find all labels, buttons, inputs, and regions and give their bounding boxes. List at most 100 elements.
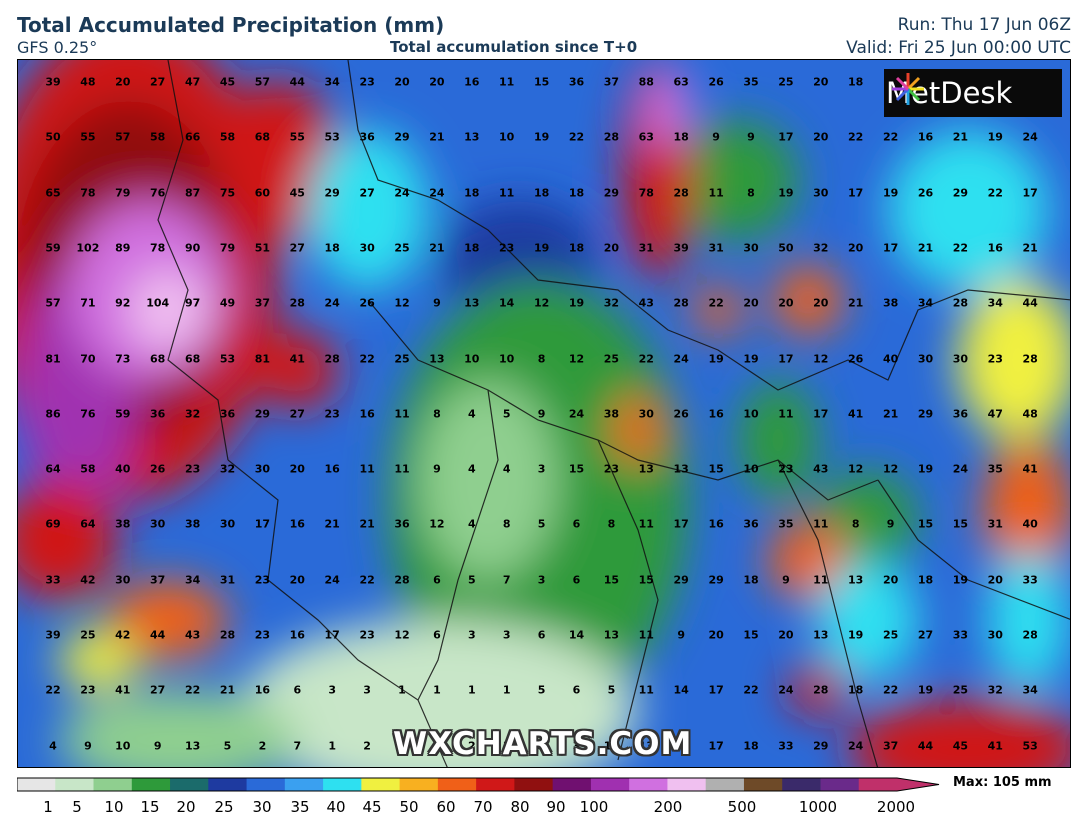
grid-value: 102 bbox=[76, 241, 100, 255]
grid-value: 4 bbox=[467, 517, 476, 531]
grid-value: 1 bbox=[467, 683, 476, 697]
grid-value: 32 bbox=[219, 462, 236, 476]
grid-value: 58 bbox=[80, 462, 96, 476]
grid-value: 4 bbox=[502, 462, 511, 476]
grid-value: 19 bbox=[778, 186, 794, 200]
grid-value: 13 bbox=[813, 628, 829, 642]
colorbar-segment bbox=[552, 778, 592, 791]
run-label: Run: Thu 17 Jun 06Z bbox=[897, 15, 1071, 35]
grid-value: 17 bbox=[1022, 186, 1038, 200]
grid-value: 30 bbox=[813, 186, 829, 200]
grid-value: 71 bbox=[80, 296, 96, 310]
grid-value: 18 bbox=[848, 683, 864, 697]
grid-value: 58 bbox=[150, 130, 166, 144]
grid-value: 33 bbox=[952, 628, 969, 642]
colorbar-segment bbox=[361, 778, 401, 791]
grid-value: 3 bbox=[363, 683, 371, 697]
grid-value: 28 bbox=[289, 296, 305, 310]
grid-value: 21 bbox=[882, 407, 899, 421]
grid-value: 16 bbox=[254, 683, 271, 697]
grid-value: 11 bbox=[394, 407, 410, 421]
precipitation-colorbar bbox=[17, 777, 940, 792]
grid-value: 44 bbox=[1022, 296, 1038, 310]
grid-value: 23 bbox=[254, 628, 271, 642]
grid-value: 10 bbox=[464, 352, 480, 365]
colorbar-segment bbox=[705, 778, 745, 791]
grid-value: 11 bbox=[813, 517, 829, 531]
grid-value: 16 bbox=[917, 130, 934, 144]
grid-value: 13 bbox=[464, 130, 480, 144]
precipitation-map[interactable]: 39 48 20 27 47 45 57 44 34 23 20 20 16 11 15 36 37 88 63 26… bbox=[17, 59, 1071, 768]
grid-value: 10 bbox=[499, 130, 515, 144]
grid-value: 18 bbox=[743, 739, 759, 753]
grid-value: 19 bbox=[917, 462, 934, 476]
grid-value: 6 bbox=[572, 683, 581, 697]
grid-value: 18 bbox=[673, 130, 689, 144]
grid-value: 19 bbox=[743, 352, 759, 365]
grid-value: 12 bbox=[533, 296, 550, 310]
max-value-label: Max: 105 mm bbox=[953, 775, 1052, 790]
grid-value: 20 bbox=[778, 296, 794, 310]
grid-value: 25 bbox=[394, 241, 410, 255]
metdesk-logo-icon bbox=[892, 73, 924, 105]
grid-value: 5 bbox=[502, 407, 511, 421]
grid-value: 30 bbox=[359, 241, 375, 255]
grid-value: 29 bbox=[708, 573, 724, 587]
grid-value: 32 bbox=[813, 241, 829, 255]
colorbar-segment bbox=[93, 778, 133, 791]
colorbar-tick-label: 60 bbox=[436, 798, 456, 816]
grid-value: 22 bbox=[882, 130, 899, 144]
grid-value: 9 bbox=[433, 296, 441, 310]
grid-value: 13 bbox=[638, 462, 654, 476]
grid-value: 16 bbox=[289, 628, 305, 642]
grid-value: 81 bbox=[45, 352, 61, 365]
grid-value: 19 bbox=[533, 241, 550, 255]
grid-value: 21 bbox=[219, 683, 236, 697]
grid-value: 18 bbox=[464, 186, 480, 200]
grid-value: 38 bbox=[882, 296, 899, 310]
grid-value: 11 bbox=[638, 517, 654, 531]
grid-value: 41 bbox=[848, 407, 864, 421]
grid-value: 86 bbox=[45, 407, 61, 421]
grid-value: 3 bbox=[502, 628, 511, 642]
grid-value: 69 bbox=[45, 517, 61, 531]
grid-value: 59 bbox=[45, 241, 61, 255]
grid-value: 27 bbox=[917, 628, 934, 642]
colorbar-segment bbox=[514, 778, 554, 791]
grid-value: 41 bbox=[987, 739, 1003, 753]
colorbar-segment bbox=[820, 778, 860, 791]
grid-value: 2 bbox=[363, 739, 371, 753]
colorbar-segment bbox=[246, 778, 286, 791]
colorbar-segment bbox=[629, 778, 668, 791]
grid-value: 68 bbox=[254, 130, 271, 144]
colorbar-tick-label: 2000 bbox=[876, 798, 916, 816]
grid-value: 47 bbox=[987, 407, 1003, 421]
grid-value: 39 bbox=[673, 241, 689, 255]
grid-value: 11 bbox=[499, 75, 515, 89]
grid-value: 25 bbox=[394, 352, 410, 365]
grid-value: 34 bbox=[1022, 683, 1038, 697]
grid-value: 29 bbox=[813, 739, 829, 753]
grid-value: 25 bbox=[603, 352, 620, 365]
grid-value: 36 bbox=[150, 407, 166, 421]
grid-value: 13 bbox=[603, 628, 620, 642]
grid-value: 39 bbox=[45, 75, 61, 89]
grid-value: 35 bbox=[743, 75, 759, 89]
grid-value: 18 bbox=[533, 186, 550, 200]
grid-value: 2 bbox=[258, 739, 267, 753]
grid-value: 6 bbox=[572, 573, 581, 587]
grid-value: 20 bbox=[603, 241, 620, 255]
colorbar-tick-label: 35 bbox=[290, 798, 310, 816]
grid-value: 3 bbox=[467, 628, 476, 642]
grid-value: 30 bbox=[254, 462, 271, 476]
grid-value: 21 bbox=[917, 241, 934, 255]
grid-value: 27 bbox=[150, 75, 166, 89]
grid-value: 50 bbox=[45, 130, 61, 144]
grid-value: 10 bbox=[499, 352, 515, 365]
colorbar-segment bbox=[858, 778, 898, 791]
grid-value: 3 bbox=[537, 739, 546, 753]
grid-value: 20 bbox=[429, 75, 445, 89]
grid-value: 17 bbox=[324, 628, 340, 642]
colorbar-segment bbox=[437, 778, 477, 791]
grid-value: 68 bbox=[150, 352, 166, 365]
